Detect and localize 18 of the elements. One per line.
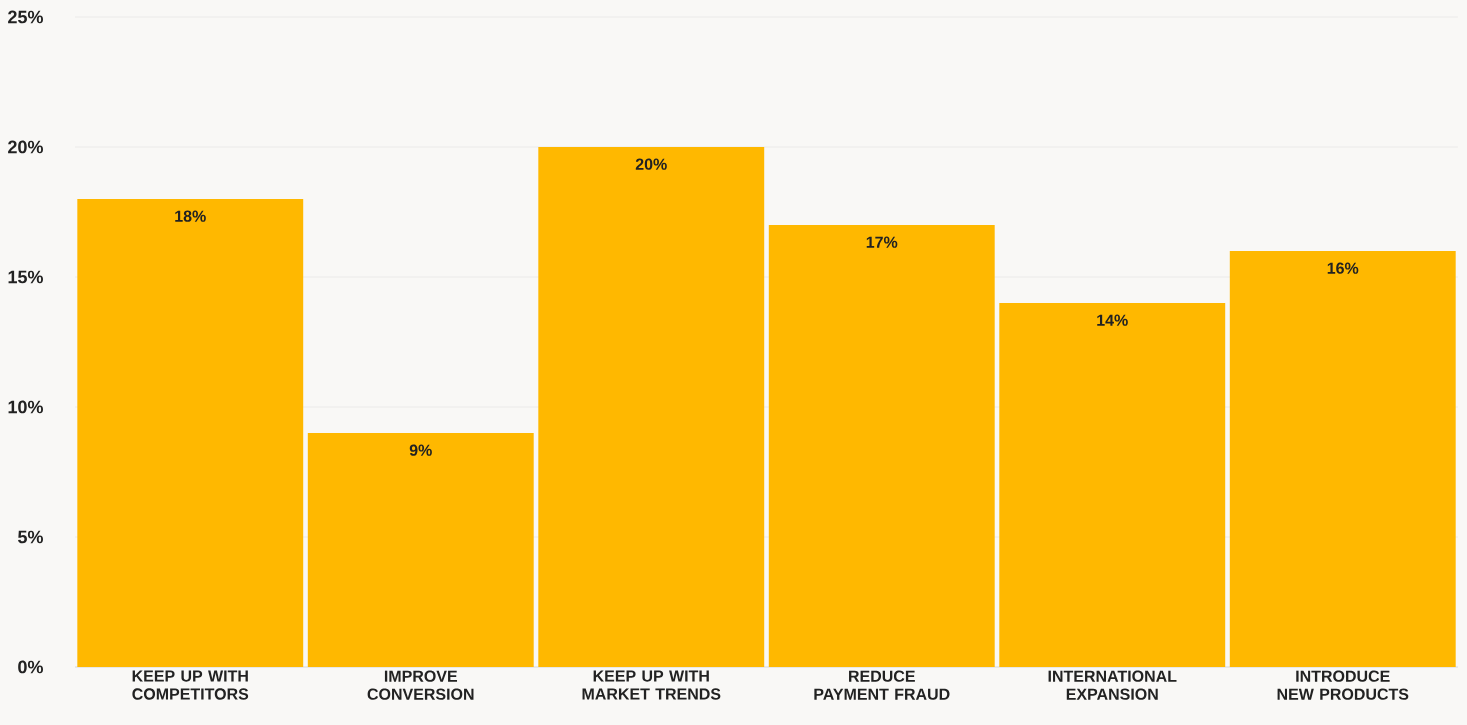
y-tick-label: 5%	[18, 530, 43, 544]
x-tick-label: IMPROVE CONVERSION	[367, 670, 474, 700]
data-label: 14%	[1097, 314, 1128, 326]
y-tick-label: 25%	[8, 10, 43, 24]
y-tick-label: 10%	[8, 400, 43, 414]
x-tick-label: KEEP UP WITH MARKET TRENDS	[582, 670, 721, 700]
y-tick-label: 0%	[18, 660, 43, 674]
y-tick-label: 15%	[8, 270, 43, 284]
x-tick-label: INTERNATIONAL EXPANSION	[1048, 670, 1177, 700]
data-label: 16%	[1327, 262, 1359, 274]
data-label: 9%	[409, 444, 432, 456]
x-tick-label: REDUCE PAYMENT FRAUD	[814, 670, 950, 700]
data-label: 18%	[175, 210, 206, 222]
data-label: 17%	[866, 236, 898, 248]
x-tick-label: KEEP UP WITH COMPETITORS	[132, 670, 249, 700]
y-tick-label: 20%	[8, 140, 43, 154]
data-label: 20%	[635, 158, 667, 170]
x-tick-label: INTRODUCE NEW PRODUCTS	[1277, 670, 1409, 700]
